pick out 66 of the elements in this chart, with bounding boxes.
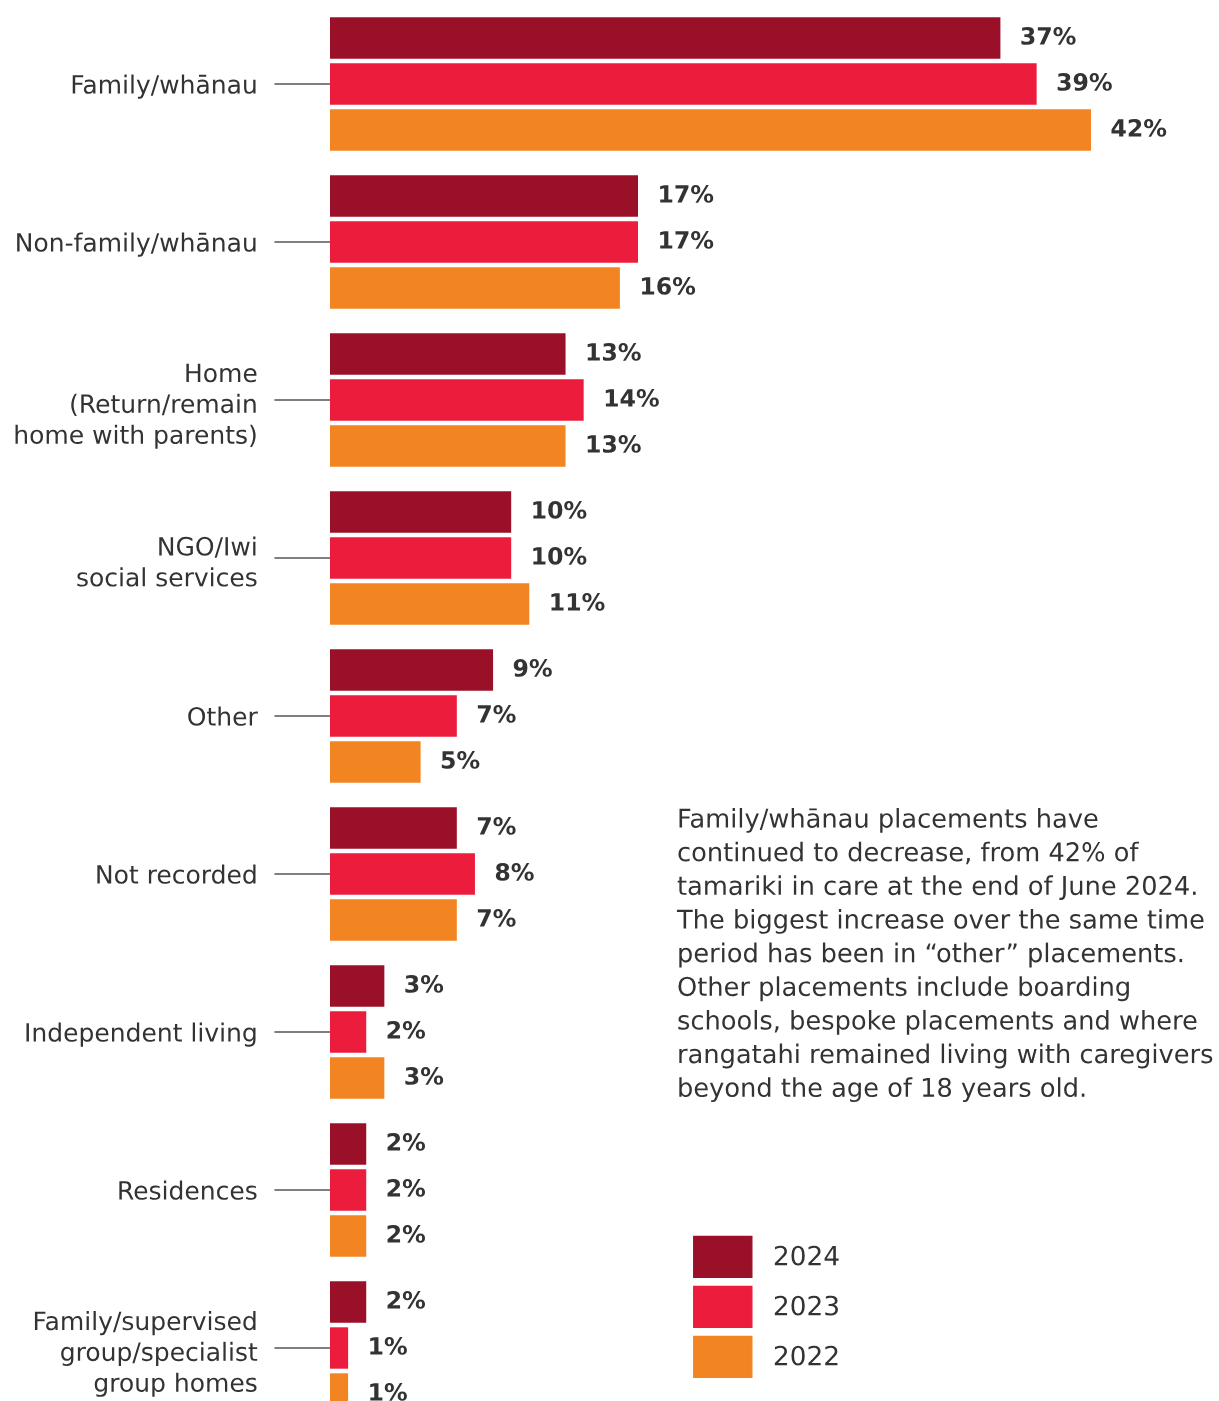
data-label: 1% xyxy=(370,1336,407,1355)
data-label: 2% xyxy=(387,1290,426,1309)
bar xyxy=(330,1169,367,1211)
y-tick-label: Residences xyxy=(119,1180,257,1200)
bar xyxy=(330,1057,385,1099)
bar xyxy=(330,425,566,467)
data-label: 2% xyxy=(387,1020,426,1039)
bar xyxy=(330,63,1037,105)
data-label: 7% xyxy=(477,704,516,723)
y-tick-label: Not recorded xyxy=(97,864,256,884)
bar xyxy=(330,109,1091,151)
bar xyxy=(330,695,457,737)
bar xyxy=(330,1327,349,1369)
y-tick-label: Family/whānau xyxy=(72,74,256,99)
bar xyxy=(330,267,620,309)
data-label: 37% xyxy=(1021,26,1076,45)
data-label: 3% xyxy=(405,1066,444,1085)
data-label: 3% xyxy=(405,974,444,993)
bar xyxy=(330,649,494,691)
bar xyxy=(330,379,584,421)
bar xyxy=(330,583,530,625)
data-label: 16% xyxy=(642,276,696,295)
data-label: 11% xyxy=(551,592,605,611)
y-tick-label: Non-family/whānau xyxy=(17,232,256,257)
legend-label: 2022 xyxy=(774,1345,838,1366)
y-tick-label: Other xyxy=(188,706,258,726)
bar xyxy=(330,1011,367,1053)
data-label: 5% xyxy=(441,750,480,769)
legend-label: 2024 xyxy=(774,1245,839,1266)
data-label: 2% xyxy=(387,1224,426,1243)
data-label: 8% xyxy=(495,862,534,881)
legend-label: 2023 xyxy=(774,1295,838,1316)
y-tick-label: Home (Return/remain home with parents) xyxy=(15,363,257,449)
bar xyxy=(330,807,457,849)
text: Family/whānau placements have continued to decrease, from 42% of tamariki in care at the end of June 2024. The biggest increase over the same time period has been in “other” placements. Other placements include boarding schools, bespoke placements and where rangatahi remained living with caregivers beyond the age of 18 years old. xyxy=(676,808,1213,1103)
y-tick-label: Family/supervised group/specialist group homes xyxy=(34,1310,258,1397)
bar xyxy=(330,537,512,579)
bar xyxy=(330,221,639,263)
data-label: 13% xyxy=(587,342,641,361)
data-label: 10% xyxy=(533,500,587,519)
data-label: 42% xyxy=(1111,118,1167,137)
bar xyxy=(330,1215,367,1257)
data-label: 7% xyxy=(477,908,516,927)
bar xyxy=(330,333,566,375)
data-label: 9% xyxy=(513,658,552,677)
data-label: 10% xyxy=(533,546,587,565)
bar xyxy=(330,965,385,1007)
y-tick-label: Independent living xyxy=(26,1022,256,1047)
bar xyxy=(330,491,512,533)
data-label: 2% xyxy=(387,1178,426,1197)
bar xyxy=(330,17,1001,59)
data-label: 7% xyxy=(477,816,516,835)
data-label: 17% xyxy=(660,230,714,249)
bar xyxy=(330,853,475,895)
data-label: 17% xyxy=(660,184,714,203)
data-label: 39% xyxy=(1057,72,1112,91)
bar xyxy=(330,175,639,217)
data-label: 1% xyxy=(370,1382,407,1401)
bar xyxy=(330,1123,367,1165)
data-label: 13% xyxy=(587,434,641,453)
bar xyxy=(330,741,421,783)
bar xyxy=(330,899,457,941)
bar xyxy=(330,1281,367,1323)
y-tick-label: NGO/Iwi social services xyxy=(77,536,257,587)
data-label: 2% xyxy=(387,1132,426,1151)
data-label: 14% xyxy=(605,388,659,407)
